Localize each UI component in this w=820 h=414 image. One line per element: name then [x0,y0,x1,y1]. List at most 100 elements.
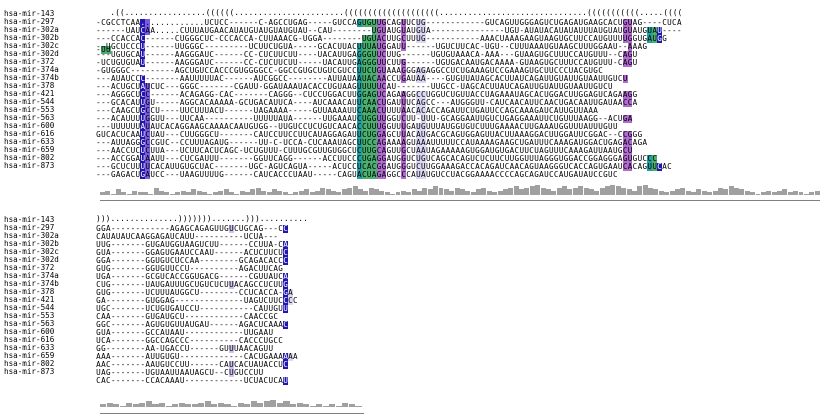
conservation-bar [185,192,191,195]
conservation-bar [329,404,336,407]
conservation-bar [750,192,756,195]
conservation-bar [540,188,546,195]
sequence-name: hsa-mir-802 [4,153,55,162]
alignment-row: hsa-mir-563 GUA-------GCCAUAAU-----------… [4,320,308,337]
conservation-bar [244,404,251,407]
conservation-bar [583,188,589,195]
sequence-name: hsa-mir-378 [4,287,55,296]
conservation-bar [293,192,299,195]
sequence-name: hsa-mir-302a [4,231,59,240]
conservation-bar [245,192,251,195]
sequence-residues: CAC-------CCACAAAU------------UCUACUCAU [96,376,288,385]
alignment-row: hsa-mir-600 UCA-------GGCCAGCCC----------… [4,328,308,345]
sequence-residues: ---AGGGCUCC------ACAGAGG-CAC-------CAGGG… [96,90,638,99]
conservation-bar [572,188,578,195]
conservation-bar [723,189,729,195]
conservation-bar [336,192,342,195]
conservation-bar [562,186,568,195]
conservation-bar [139,403,146,407]
alignment-row: hsa-mir-374a ---AUAUCCC-------AAUUUUUAC--… [4,66,682,83]
conservation-bar [395,192,401,195]
alignment-row: hsa-mir-873 ---GAGACUGAUCC---UAAGUUUUG---… [4,162,682,179]
sequence-name: hsa-mir-553 [4,311,55,320]
sequence-residues: ---ACCGGAUAAUU---CUCGAUUU-------GGUUCAGG… [96,154,658,163]
sequence-name: hsa-mir-563 [4,113,55,122]
conservation-bar [325,189,331,195]
sequence-name: hsa-mir-633 [4,137,55,146]
conservation-bar [309,192,315,195]
conservation-bar [322,406,329,407]
conservation-bar [119,406,126,407]
conservation-bar [519,189,525,195]
conservation-bar [234,194,240,195]
conservation-bar [357,189,363,195]
sequence-name: hsa-mir-421 [4,89,55,98]
sequence-residues: GUG-------UCUUUAUGGCU--------CCUCACCA-GA [96,288,293,297]
conservation-bar [411,189,417,195]
conservation-bar [126,194,132,195]
sequence-name: hsa-mir-633 [4,343,55,352]
sequence-name: hsa-mir-544 [4,303,55,312]
alignment-row: hsa-mir-553 GGC-------AGUGUGUUAUGAU------… [4,311,308,329]
sequence-residues: ---CCACCAC------CUGGGCUC-CCCACCA-CUUAAAC… [96,34,667,43]
conservation-bar [529,186,535,195]
sequence-name: hsa-mir-374a [4,271,59,280]
alignment-block-2: )))..............))))))).......)))......… [4,206,364,414]
conservation-bar [771,192,777,195]
sequence-residues: ---UGUGCAU------AAGGGAUC------CC-CUCUUCU… [96,50,638,59]
sequence-residues: UGA-------GCGUCACCGGUGACG------CGUUAUCA [96,272,288,281]
conservation-bar [250,189,256,195]
conservation-bar [691,192,696,195]
conservation-bar [237,403,244,407]
conservation-bar [793,191,799,195]
sequence-name: hsa-mir-302c [4,41,59,50]
conservation-bar [261,191,267,195]
alignment-row: hsa-mir-659 AAC-------AAUGUCCUU------CAUC… [4,352,308,369]
conservation-bar [707,192,713,195]
conservation-bar [121,192,127,195]
conservation-bar [588,189,594,195]
sequence-name: hsa-mir-378 [4,81,55,90]
conservation-bar [348,404,356,407]
conservation-bar [481,188,487,195]
conservation-bar [207,194,213,195]
conservation-bar [266,192,272,195]
alignment-row: hsa-mir-421 ---GCACAUUGU-----AGGCACAAAAA-… [4,89,682,107]
conservation-bar [224,404,231,407]
alignment-row: hsa-mir-143 -CGCCTCAA.............UCUCC--… [4,10,682,27]
alignment-row: hsa-mir-302a ---CCACCAC------CUGGGCUC-CCC… [4,26,682,43]
alignment-row: hsa-mir-302d -UCUGUGUAU------AAGGGAUC----… [4,50,682,67]
sequence-name: hsa-mir-553 [4,105,55,114]
sequence-residues: ---UUUUUUAUAUCACAGGAAGCAAAACAAUGUGG--UUG… [96,122,618,131]
conservation-bar [545,189,551,195]
conservation-bar [551,191,557,195]
conservation-bar [250,401,257,407]
conservation-bar [556,188,562,195]
sequence-residues: ---GCUCUUUUCACAUUGUGCUAC-------UGC-AGUCA… [96,162,672,171]
structure-annotation: .((.................((((((..............… [96,8,683,17]
alignment-row: hsa-mir-372 -GUGGGC---------AGCUGUCCACCCG… [4,58,682,75]
sequence-residues: CAA-------GUGAUGCU------------CAACCGC [96,312,278,321]
alignment-row: hsa-mir-302c GGA-------GGUGUCUCCAA-------… [4,248,308,265]
alignment-row: hsa-mir-633 ---AACCUCUCUUA---UCUUCACUCAGC… [4,137,682,155]
alignment-row: hsa-mir-378 ---AGGGCUCC------ACAGAGG-CAC-… [4,81,682,99]
conservation-bar [298,191,304,195]
sequence-residues: ---CAAGCUGCCU----UUCUUUACU------UAGAAAA-… [96,106,598,115]
alignment-row: hsa-mir-297 CAUAUAUCAAGGAGAUCAUU---------… [4,224,308,241]
conservation-bar [486,191,492,195]
sequence-residues: AAA-------AUUGUGU-------------CACUGAAAAA… [96,352,298,361]
conservation-bar [304,189,310,195]
conservation-bar [110,194,116,195]
conservation-bar [787,192,793,195]
conservation-bar [191,189,197,195]
conservation-bar [777,191,782,195]
conservation-bar [454,188,460,195]
conservation-bar [105,191,111,195]
sequence-name: hsa-mir-302b [4,239,59,248]
alignment-row: hsa-mir-372 UGA-------GCGUCACCGGUGACG----… [4,264,308,281]
sequence-residues: GUCACUCAAUCUAU---CUUGGGCU-------CAUCCUUC… [96,130,643,139]
conservation-bar [277,191,283,195]
sequence-residues: GGC-------AGUGUGUUAUGAU------AGACUCAAAC [96,320,288,329]
conservation-bar [223,189,229,195]
conservation-bar [717,188,723,195]
